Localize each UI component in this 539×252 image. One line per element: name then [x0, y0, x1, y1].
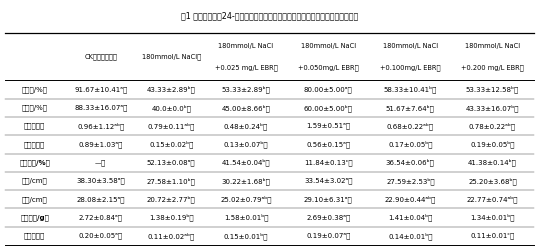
Text: 180mmol/L NaCl。: 180mmol/L NaCl。 — [142, 53, 201, 60]
Text: 2.72±0.84ᵃ。: 2.72±0.84ᵃ。 — [79, 214, 123, 221]
Text: 0.19±0.05ᵇ。: 0.19±0.05ᵇ。 — [470, 141, 515, 148]
Text: 40.0±0.0ᵇ。: 40.0±0.0ᵇ。 — [151, 104, 191, 112]
Text: 52.13±0.08ᵃ。: 52.13±0.08ᵃ。 — [147, 159, 196, 166]
Text: 0.48±0.24ᵇ。: 0.48±0.24ᵇ。 — [224, 122, 268, 130]
Text: 53.33±12.58ᵇ。: 53.33±12.58ᵇ。 — [466, 86, 519, 93]
Text: 株高/cm。: 株高/cm。 — [22, 178, 47, 184]
Text: +0.200 mg/L EBR。: +0.200 mg/L EBR。 — [461, 65, 524, 71]
Text: 25.20±3.68ᵇ。: 25.20±3.68ᵇ。 — [468, 177, 517, 185]
Text: 0.11±0.01ᶜ。: 0.11±0.01ᶜ。 — [471, 233, 515, 239]
Text: 180mmol/L NaCl: 180mmol/L NaCl — [301, 43, 356, 49]
Text: 0.13±0.07ᵇ。: 0.13±0.07ᵇ。 — [224, 141, 268, 148]
Text: 33.54±3.02ᵃ。: 33.54±3.02ᵃ。 — [304, 178, 353, 184]
Text: 27.59±2.53ᵇ。: 27.59±2.53ᵇ。 — [386, 177, 434, 185]
Text: 发芽率/%。: 发芽率/%。 — [22, 86, 48, 93]
Text: 28.08±2.15ᵃ。: 28.08±2.15ᵃ。 — [77, 196, 125, 203]
Text: 1.41±0.04ᵇ。: 1.41±0.04ᵇ。 — [388, 214, 432, 222]
Text: 0.78±0.22ᵃᵇ。: 0.78±0.22ᵃᵇ。 — [469, 122, 516, 130]
Text: —。: —。 — [95, 159, 106, 166]
Text: 0.68±0.22ᵃᵇ。: 0.68±0.22ᵃᵇ。 — [387, 122, 434, 130]
Text: 单株干重。: 单株干重。 — [24, 233, 45, 239]
Text: 38.30±3.58ᵃ。: 38.30±3.58ᵃ。 — [77, 178, 125, 184]
Text: 43.33±16.07ᵇ。: 43.33±16.07ᵇ。 — [466, 104, 519, 112]
Text: 180mmol/L NaCl: 180mmol/L NaCl — [383, 43, 438, 49]
Text: 0.89±1.03ᵃ。: 0.89±1.03ᵃ。 — [79, 141, 123, 148]
Text: 0.20±0.05ᵃ。: 0.20±0.05ᵃ。 — [79, 233, 123, 239]
Text: 1.34±0.01ᵇ。: 1.34±0.01ᵇ。 — [470, 214, 515, 222]
Text: 植株鲜重/g。: 植株鲜重/g。 — [20, 214, 49, 221]
Text: 41.38±0.14ᵇ。: 41.38±0.14ᵇ。 — [468, 159, 517, 167]
Text: 180mmol/L NaCl: 180mmol/L NaCl — [465, 43, 520, 49]
Text: 51.67±7.64ᵇ。: 51.67±7.64ᵇ。 — [386, 104, 435, 112]
Text: 58.33±10.41ᵇ。: 58.33±10.41ᵇ。 — [384, 86, 437, 93]
Text: 25.02±0.79ᵃᵇ。: 25.02±0.79ᵃᵇ。 — [220, 196, 272, 203]
Text: 60.00±5.00ᵇ。: 60.00±5.00ᵇ。 — [303, 104, 353, 112]
Text: 80.00±5.00ᵃ。: 80.00±5.00ᵃ。 — [304, 86, 353, 93]
Text: 1.58±0.01ᵇ。: 1.58±0.01ᵇ。 — [224, 214, 268, 222]
Text: 0.17±0.05ᵇ。: 0.17±0.05ᵇ。 — [388, 141, 433, 148]
Text: 27.58±1.10ᵇ。: 27.58±1.10ᵇ。 — [147, 177, 196, 185]
Text: 88.33±16.07ᵃ。: 88.33±16.07ᵃ。 — [74, 105, 127, 111]
Text: 2.69±0.38ᵃ。: 2.69±0.38ᵃ。 — [306, 214, 350, 221]
Text: 20.72±2.77ᵇ。: 20.72±2.77ᵇ。 — [147, 196, 196, 203]
Text: 0.11±0.02ᵃᵇ。: 0.11±0.02ᵃᵇ。 — [148, 232, 195, 240]
Text: 0.96±1.12ᵃᵇ。: 0.96±1.12ᵃᵇ。 — [77, 122, 125, 130]
Text: +0.050mg/L EBR。: +0.050mg/L EBR。 — [298, 65, 358, 71]
Text: 0.15±0.01ᵇ。: 0.15±0.01ᵇ。 — [224, 232, 268, 240]
Text: 45.00±8.66ᵇ。: 45.00±8.66ᵇ。 — [222, 104, 271, 112]
Text: 22.90±0.44ᵃᵇ。: 22.90±0.44ᵃᵇ。 — [385, 196, 436, 203]
Text: 91.67±10.41ᵃ。: 91.67±10.41ᵃ。 — [74, 86, 127, 93]
Text: 180mmol/L NaCl: 180mmol/L NaCl — [218, 43, 274, 49]
Text: 活力指数。: 活力指数。 — [24, 141, 45, 148]
Text: 36.54±0.06ᵇ。: 36.54±0.06ᵇ。 — [386, 159, 435, 167]
Text: 表1 不同浓度外源24-表油菜素内酯对盐胁迫下玉米种子萌发和幼苗生长的影响。: 表1 不同浓度外源24-表油菜素内酯对盐胁迫下玉米种子萌发和幼苗生长的影响。 — [181, 11, 358, 20]
Text: 41.54±0.04ᵇ。: 41.54±0.04ᵇ。 — [222, 159, 271, 167]
Text: 43.33±2.89ᵇ。: 43.33±2.89ᵇ。 — [147, 86, 196, 93]
Text: 发芽指数。: 发芽指数。 — [24, 123, 45, 129]
Text: 11.84±0.13ᶜ。: 11.84±0.13ᶜ。 — [304, 159, 353, 166]
Text: 0.19±0.07ᵃ。: 0.19±0.07ᵃ。 — [306, 233, 350, 239]
Text: 发芽势/%。: 发芽势/%。 — [22, 105, 48, 111]
Text: 1.38±0.19ᵇ。: 1.38±0.19ᵇ。 — [149, 214, 194, 222]
Text: 30.22±1.68ᵇ。: 30.22±1.68ᵇ。 — [222, 177, 271, 185]
Text: CK（蒸馏水）。: CK（蒸馏水）。 — [84, 53, 117, 60]
Text: 0.15±0.02ᵇ。: 0.15±0.02ᵇ。 — [149, 141, 194, 148]
Text: 22.77±0.74ᵃᵇ。: 22.77±0.74ᵃᵇ。 — [467, 196, 519, 203]
Text: 盐害指数/%。: 盐害指数/%。 — [19, 159, 50, 166]
Text: 0.56±0.15ᵃ。: 0.56±0.15ᵃ。 — [306, 141, 350, 148]
Text: 29.10±6.31ᵃ。: 29.10±6.31ᵃ。 — [304, 196, 353, 203]
Text: 0.79±0.11ᵃᵇ。: 0.79±0.11ᵃᵇ。 — [148, 122, 195, 130]
Text: +0.025 mg/L EBR。: +0.025 mg/L EBR。 — [215, 65, 278, 71]
Text: +0.100mg/L EBR。: +0.100mg/L EBR。 — [380, 65, 440, 71]
Text: 1.59±0.51ᵃ。: 1.59±0.51ᵃ。 — [306, 123, 350, 129]
Text: 根长/cm。: 根长/cm。 — [22, 196, 47, 203]
Text: 0.14±0.01ᵇ。: 0.14±0.01ᵇ。 — [388, 232, 433, 240]
Text: 53.33±2.89ᵇ。: 53.33±2.89ᵇ。 — [222, 86, 271, 93]
